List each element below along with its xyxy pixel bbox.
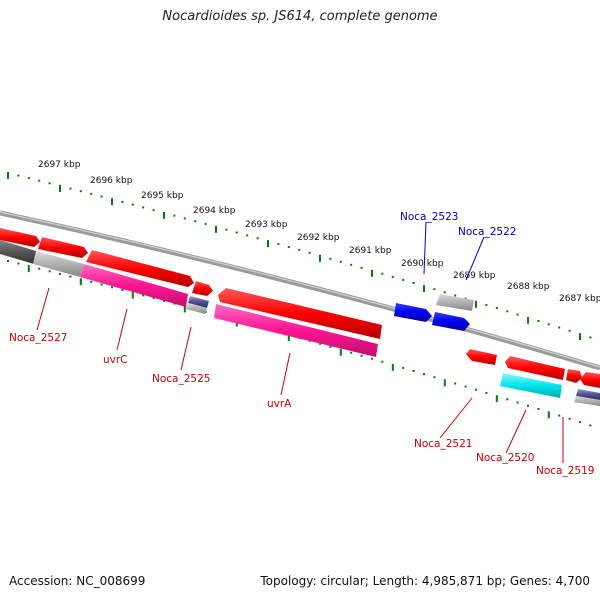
tick-label-2694: 2694 kbp [193, 206, 236, 216]
gene-forward-2[interactable] [38, 237, 88, 258]
gene-forward-9[interactable] [566, 369, 582, 383]
gene-reverse-noca-2519[interactable] [576, 389, 600, 400]
gene-forward-4[interactable] [192, 281, 213, 296]
gene-rna-noca-2523[interactable] [394, 303, 432, 322]
genome-backbone [0, 210, 600, 371]
gene-label-noca-2520[interactable]: Noca_2520 [476, 452, 534, 464]
gene-reverse-noca-2520[interactable] [500, 373, 562, 398]
genome-backbone-highlight [0, 211, 600, 368]
tick-label-2690: 2690 kbp [401, 259, 444, 269]
topology-text: Topology: circular; Length: 4,985,871 bp… [260, 574, 590, 588]
leader-noca-2520 [505, 409, 527, 454]
tick-label-2693: 2693 kbp [245, 220, 288, 230]
tick-label-2696: 2696 kbp [90, 176, 133, 186]
gene-reverse-noca-2525b[interactable] [186, 303, 207, 314]
tick-label-2691: 2691 kbp [349, 246, 392, 256]
gene-label-uvra[interactable]: uvrA [267, 398, 292, 410]
gene-label-noca-2522[interactable]: Noca_2522 [458, 226, 516, 238]
gene-reverse-uvra[interactable] [214, 304, 378, 357]
leader-uvrc [116, 308, 128, 351]
gene-forward-1[interactable] [0, 228, 40, 247]
gene-label-noca-2519[interactable]: Noca_2519 [536, 465, 594, 477]
map-title: Nocardioides sp. JS614, complete genome [162, 9, 438, 24]
tick-label-2687: 2687 kbp [559, 294, 600, 304]
gene-reverse-uvrc[interactable] [80, 264, 188, 307]
gene-reverse-dark[interactable] [0, 240, 36, 264]
leader-noca-2522 [465, 236, 485, 281]
tick-label-2688: 2688 kbp [507, 282, 550, 292]
leader-noca-2525 [180, 326, 192, 371]
tick-label-2692: 2692 kbp [297, 233, 340, 243]
gene-reverse-grey[interactable] [33, 251, 84, 277]
gene-forward-7[interactable] [466, 349, 497, 365]
gene-rna-noca-2522[interactable] [432, 312, 470, 331]
tick-label-2689: 2689 kbp [453, 271, 496, 281]
gene-reverse-noca-2525[interactable] [188, 296, 209, 308]
gene-forward-10[interactable] [580, 372, 600, 388]
gene-forward-8[interactable] [505, 356, 565, 380]
gene-forward-3[interactable] [86, 250, 194, 287]
gene-forward-6[interactable] [436, 294, 474, 311]
leader-noca-2523 [423, 221, 427, 275]
leader-noca-2527 [36, 287, 50, 331]
accession-text: Accession: NC_008699 [9, 574, 146, 588]
outer-tick-track [7, 172, 592, 341]
gene-label-noca-2525[interactable]: Noca_2525 [152, 373, 210, 385]
tick-label-2695: 2695 kbp [141, 191, 184, 201]
leader-noca-2521 [439, 397, 473, 439]
leader-uvra [280, 352, 291, 396]
gene-label-noca-2521[interactable]: Noca_2521 [414, 438, 472, 450]
gene-reverse-noca-2519b[interactable] [574, 396, 600, 406]
gene-label-noca-2523[interactable]: Noca_2523 [400, 211, 458, 223]
tick-label-group: 2697 kbp 2696 kbp 2695 kbp 2694 kbp 2693… [38, 160, 600, 304]
tick-label-2697: 2697 kbp [38, 160, 81, 170]
gene-forward-5[interactable] [218, 288, 382, 339]
gene-label-uvrc[interactable]: uvrC [103, 354, 128, 366]
gene-label-noca-2527[interactable]: Noca_2527 [9, 332, 67, 344]
